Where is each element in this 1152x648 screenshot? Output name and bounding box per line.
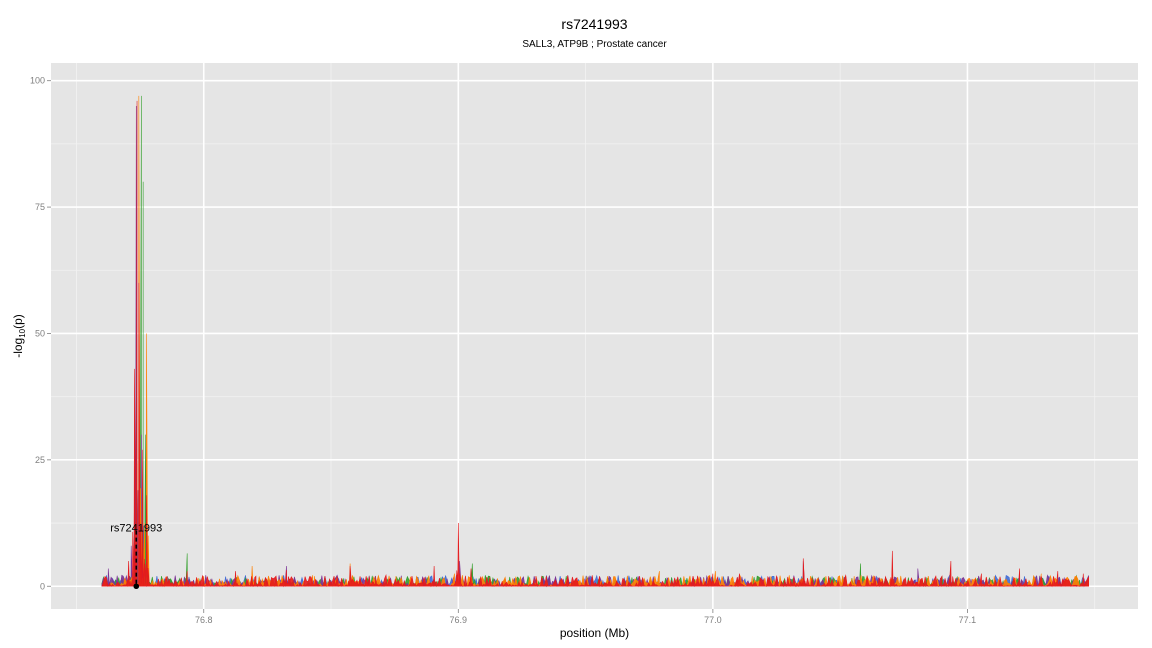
series-layer bbox=[101, 95, 1089, 588]
plot-panel bbox=[51, 63, 1138, 609]
highlight-point bbox=[133, 583, 140, 590]
x-tick-label: 76.9 bbox=[450, 615, 468, 625]
highlight-label: rs7241993 bbox=[110, 523, 162, 535]
series-area bbox=[101, 100, 1089, 588]
y-tick-label: 0 bbox=[40, 581, 45, 591]
y-tick-label: 50 bbox=[35, 328, 45, 338]
y-axis-title-tail: (p) bbox=[11, 314, 25, 329]
y-axis: 0 25 50 75 100 bbox=[30, 76, 51, 591]
x-tick-label: 77.1 bbox=[959, 615, 977, 625]
y-tick-label: 25 bbox=[35, 455, 45, 465]
y-axis-title-subscript: 10 bbox=[18, 328, 27, 337]
chart-subtitle: SALL3, ATP9B ; Prostate cancer bbox=[522, 39, 667, 50]
x-tick-label: 76.8 bbox=[195, 615, 213, 625]
y-tick-label: 100 bbox=[30, 76, 45, 86]
y-axis-title-main: -log bbox=[11, 338, 25, 358]
x-axis: 76.8 76.9 77.0 77.1 bbox=[195, 609, 976, 625]
chart-title: rs7241993 bbox=[561, 16, 627, 32]
grid-minor bbox=[51, 63, 1138, 609]
y-axis-title: -log10(p) bbox=[11, 314, 27, 358]
y-tick-label: 75 bbox=[35, 202, 45, 212]
x-axis-title: position (Mb) bbox=[560, 626, 629, 640]
x-tick-label: 77.0 bbox=[704, 615, 722, 625]
highlight-layer: rs7241993 bbox=[110, 523, 162, 590]
